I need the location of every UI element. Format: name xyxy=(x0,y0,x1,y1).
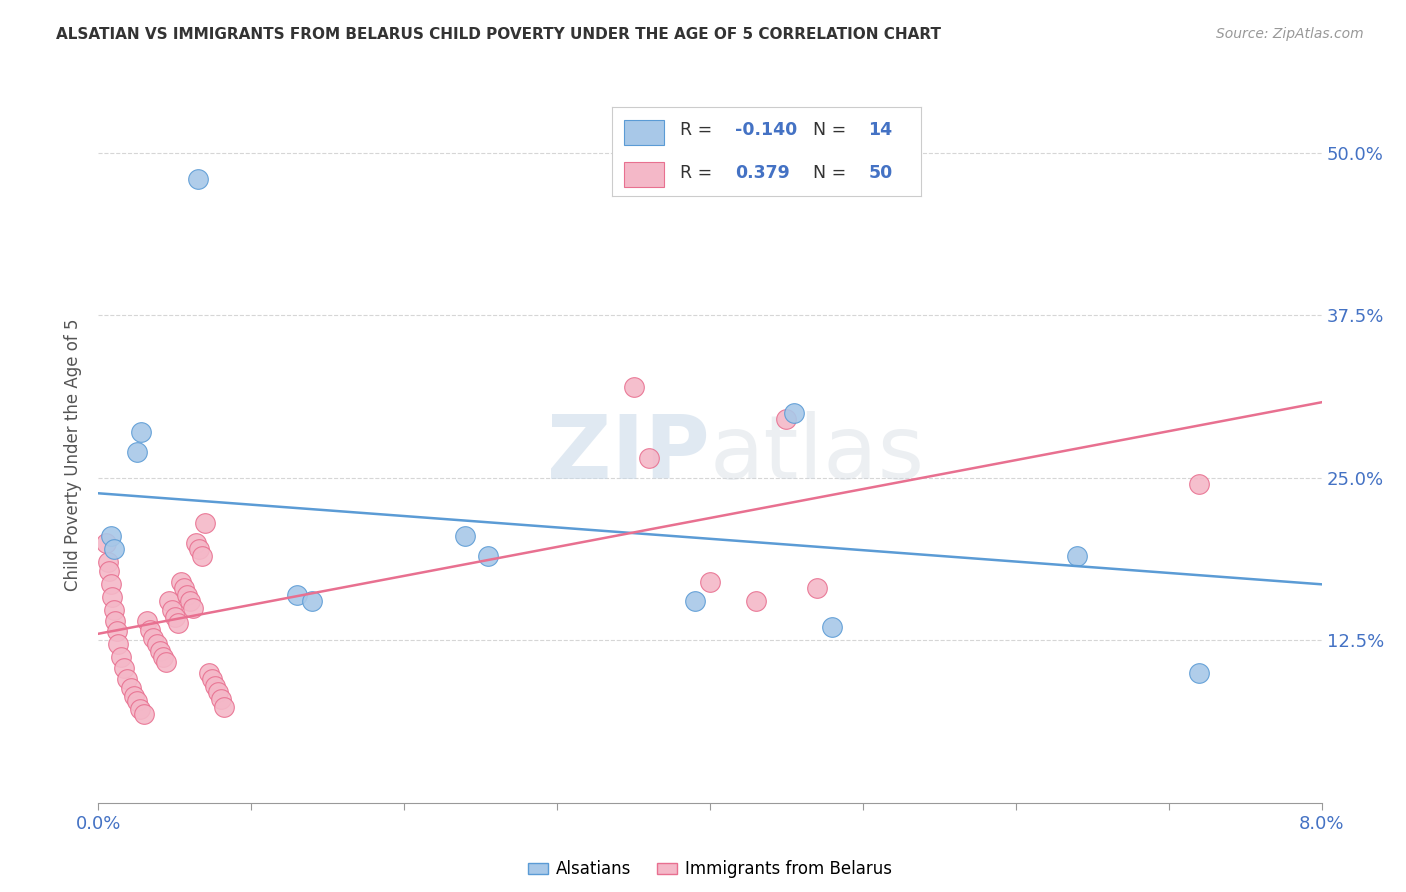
Point xyxy=(194,516,217,531)
Text: atlas: atlas xyxy=(710,411,925,499)
Point xyxy=(160,603,183,617)
Point xyxy=(152,650,174,665)
Legend: Alsatians, Immigrants from Belarus: Alsatians, Immigrants from Belarus xyxy=(522,854,898,885)
Point xyxy=(173,581,195,595)
Point xyxy=(623,379,645,393)
Point xyxy=(101,591,124,605)
Point xyxy=(1188,665,1211,680)
Point xyxy=(100,529,122,543)
Text: R =: R = xyxy=(679,164,717,182)
Point xyxy=(98,564,121,578)
Point xyxy=(100,577,122,591)
Point xyxy=(176,588,198,602)
Point xyxy=(699,574,721,589)
Point xyxy=(125,694,148,708)
Point xyxy=(783,406,806,420)
Text: ALSATIAN VS IMMIGRANTS FROM BELARUS CHILD POVERTY UNDER THE AGE OF 5 CORRELATION: ALSATIAN VS IMMIGRANTS FROM BELARUS CHIL… xyxy=(56,27,941,42)
Point xyxy=(207,685,229,699)
Point xyxy=(117,672,139,686)
Text: R =: R = xyxy=(679,121,717,139)
Text: 50: 50 xyxy=(869,164,893,182)
Point xyxy=(167,616,190,631)
Point xyxy=(110,650,132,665)
Point xyxy=(1188,477,1211,491)
Text: 14: 14 xyxy=(869,121,893,139)
Point xyxy=(94,535,117,549)
Point xyxy=(129,425,152,439)
Point xyxy=(103,603,125,617)
Point xyxy=(134,707,156,722)
Point xyxy=(204,679,226,693)
Point xyxy=(145,637,167,651)
Point xyxy=(157,594,180,608)
Text: Source: ZipAtlas.com: Source: ZipAtlas.com xyxy=(1216,27,1364,41)
Point xyxy=(285,588,308,602)
Text: N =: N = xyxy=(813,164,852,182)
Point xyxy=(107,637,129,651)
Point xyxy=(745,594,768,608)
Point xyxy=(301,594,323,608)
Point xyxy=(187,171,209,186)
Text: ZIP: ZIP xyxy=(547,411,710,499)
Point xyxy=(112,660,135,674)
Point xyxy=(188,542,211,557)
Point xyxy=(163,610,186,624)
Point xyxy=(1066,549,1088,563)
Point xyxy=(683,594,706,608)
Point xyxy=(125,444,148,458)
Point xyxy=(149,643,172,657)
Point xyxy=(454,529,477,543)
Point xyxy=(170,574,193,589)
Text: N =: N = xyxy=(813,121,852,139)
Y-axis label: Child Poverty Under the Age of 5: Child Poverty Under the Age of 5 xyxy=(65,318,83,591)
Point xyxy=(181,600,204,615)
Text: -0.140: -0.140 xyxy=(735,121,797,139)
Bar xyxy=(624,162,664,187)
Point xyxy=(139,623,162,637)
Point xyxy=(122,689,145,703)
Point xyxy=(105,624,128,639)
Point xyxy=(97,555,120,569)
Point xyxy=(191,549,214,563)
Point xyxy=(197,665,219,680)
Bar xyxy=(624,120,664,145)
Point xyxy=(212,699,235,714)
Point xyxy=(179,594,201,608)
Point xyxy=(775,412,797,426)
Point xyxy=(120,681,142,696)
Point xyxy=(103,542,125,557)
Point xyxy=(186,535,208,549)
Point xyxy=(136,614,159,628)
Text: 0.379: 0.379 xyxy=(735,164,790,182)
Point xyxy=(806,581,828,595)
Point xyxy=(209,691,232,706)
Point xyxy=(155,656,177,670)
Point xyxy=(142,631,165,645)
Point xyxy=(128,702,150,716)
Point xyxy=(477,549,499,563)
Point xyxy=(821,620,844,634)
Point xyxy=(104,614,127,628)
Point xyxy=(200,672,222,686)
Point xyxy=(637,451,661,466)
